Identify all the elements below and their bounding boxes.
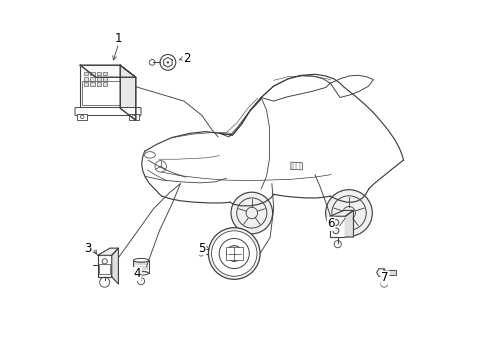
Polygon shape [98,248,119,255]
Bar [103,72,107,75]
Text: 4: 4 [134,267,141,280]
Text: 7: 7 [381,271,389,284]
Text: 3: 3 [84,242,92,255]
Polygon shape [377,269,386,276]
Ellipse shape [133,271,148,275]
Bar [80,65,120,108]
Polygon shape [345,210,353,237]
Circle shape [167,61,169,64]
Bar [97,82,101,86]
Circle shape [212,231,257,276]
Bar [90,82,95,86]
Bar [84,72,88,75]
Bar [330,216,345,237]
Bar [90,77,95,81]
Bar [84,82,88,86]
Circle shape [208,228,260,279]
Circle shape [231,250,238,257]
Bar [99,264,110,274]
Polygon shape [330,210,353,216]
Bar [90,72,95,75]
Bar [97,72,101,75]
FancyBboxPatch shape [75,108,141,116]
Bar [129,114,139,120]
Bar [84,77,88,81]
Text: 6: 6 [327,217,335,230]
Text: 5: 5 [198,242,206,255]
Bar [103,77,107,81]
Polygon shape [112,248,119,284]
Bar [103,82,107,86]
Circle shape [226,246,242,261]
Bar [97,77,101,81]
Bar [386,270,396,275]
Text: 2: 2 [183,51,191,64]
Bar [226,247,243,260]
Text: 1: 1 [115,32,122,45]
Bar [98,255,112,277]
Polygon shape [80,65,136,77]
Circle shape [231,192,272,234]
Polygon shape [120,65,136,120]
Circle shape [326,190,372,236]
Bar [82,81,120,105]
Bar [77,114,87,120]
